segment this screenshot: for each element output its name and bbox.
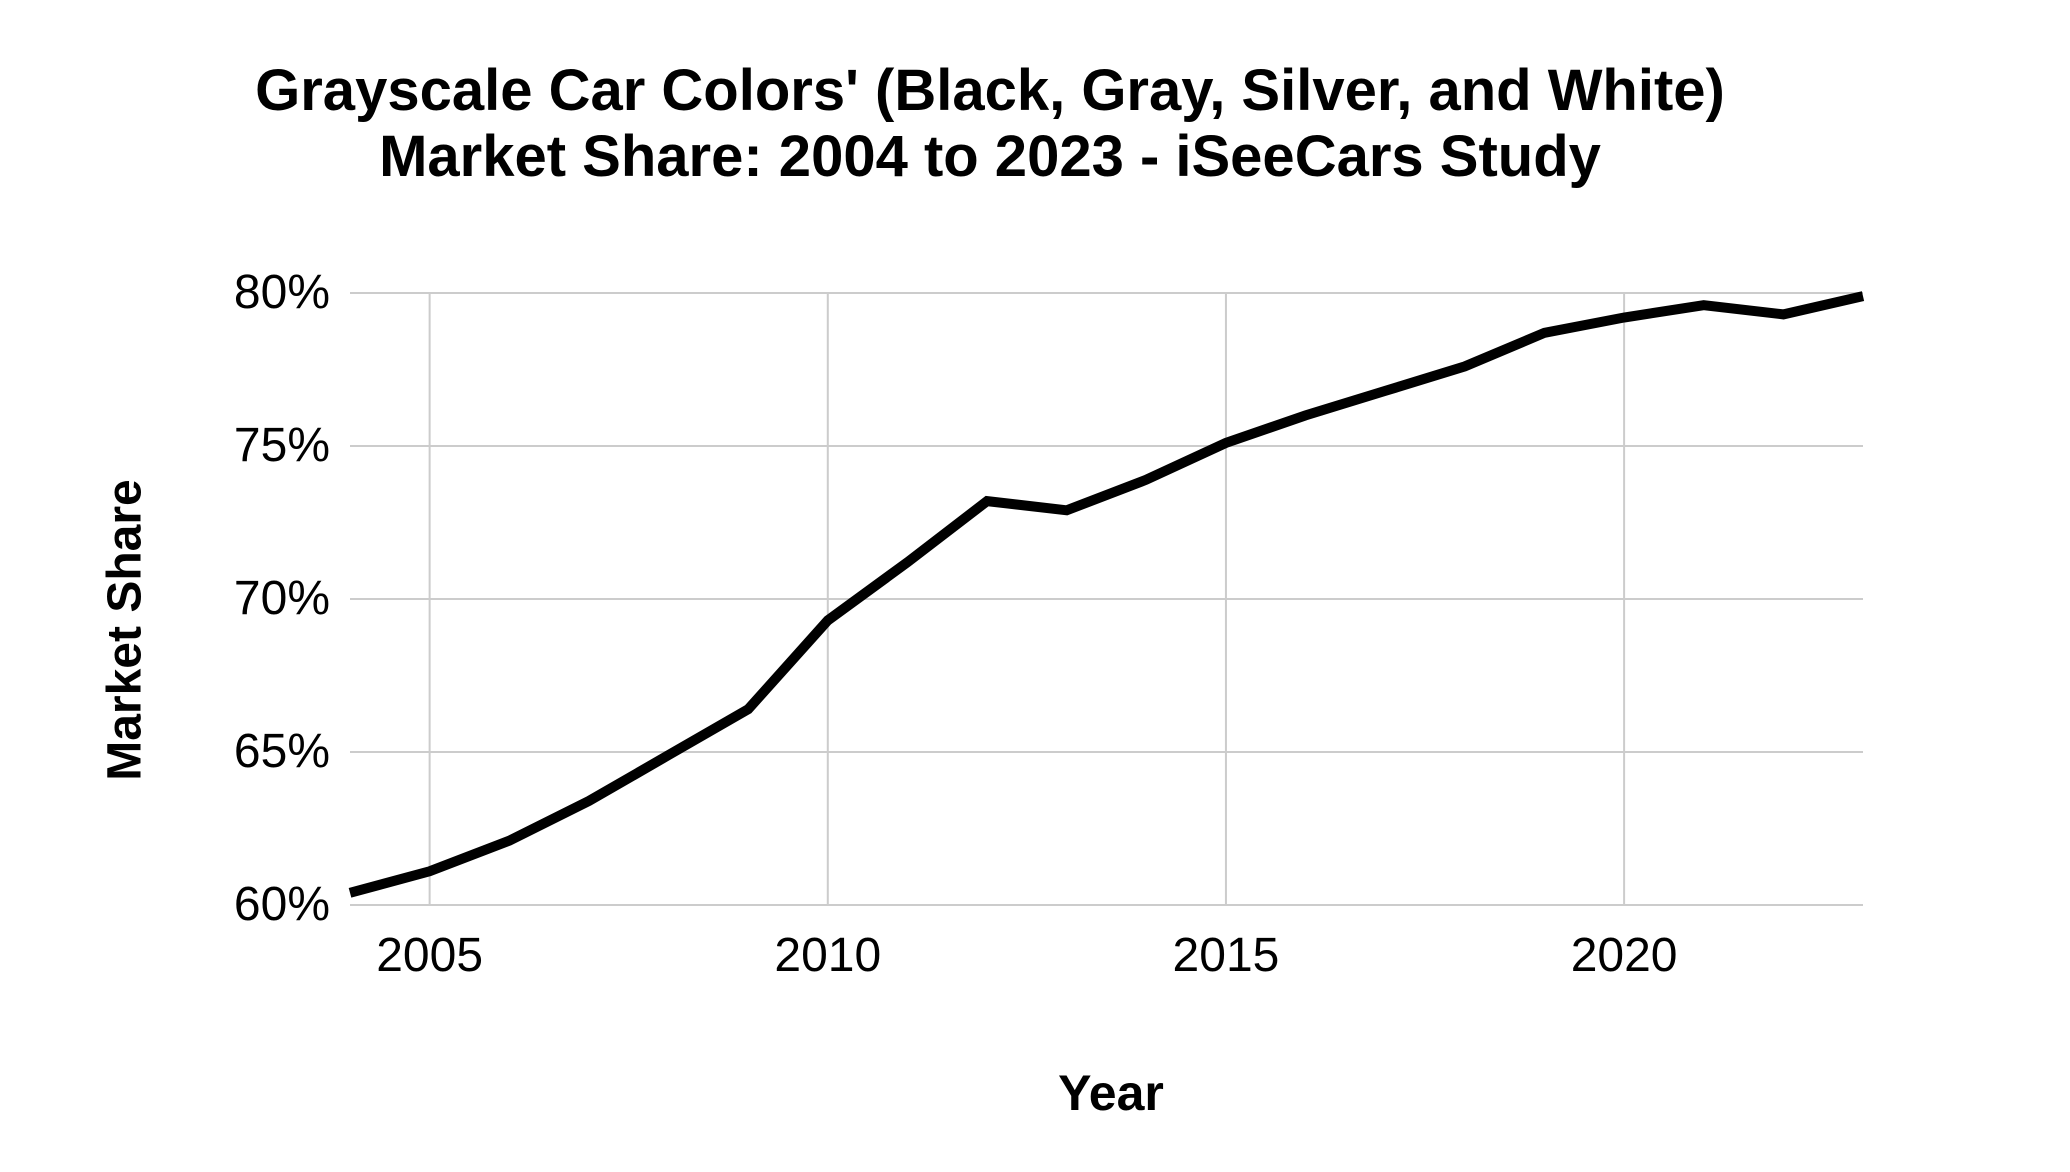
gridlines	[350, 292, 1863, 906]
x-axis-title: Year	[1058, 1065, 1164, 1121]
y-tick-label-75: 75%	[233, 419, 330, 472]
y-tick-label-80: 80%	[233, 266, 330, 319]
chart-title-line2: Market Share: 2004 to 2023 - iSeeCars St…	[379, 124, 1601, 189]
market-share-line	[348, 291, 1865, 898]
x-tick-label-2010: 2010	[774, 929, 882, 982]
y-tick-label-65: 65%	[233, 725, 330, 778]
x-tick-label-2005: 2005	[376, 929, 484, 982]
y-tick-label-70: 70%	[233, 572, 330, 625]
x-tick-label-2020: 2020	[1570, 929, 1678, 982]
chart-title: Grayscale Car Colors' (Black, Gray, Silv…	[0, 58, 1980, 190]
y-axis-title: Market Share	[98, 479, 152, 781]
chart-title-line1: Grayscale Car Colors' (Black, Gray, Silv…	[255, 58, 1725, 123]
y-tick-label-60: 60%	[233, 878, 330, 931]
x-tick-label-2015: 2015	[1172, 929, 1280, 982]
